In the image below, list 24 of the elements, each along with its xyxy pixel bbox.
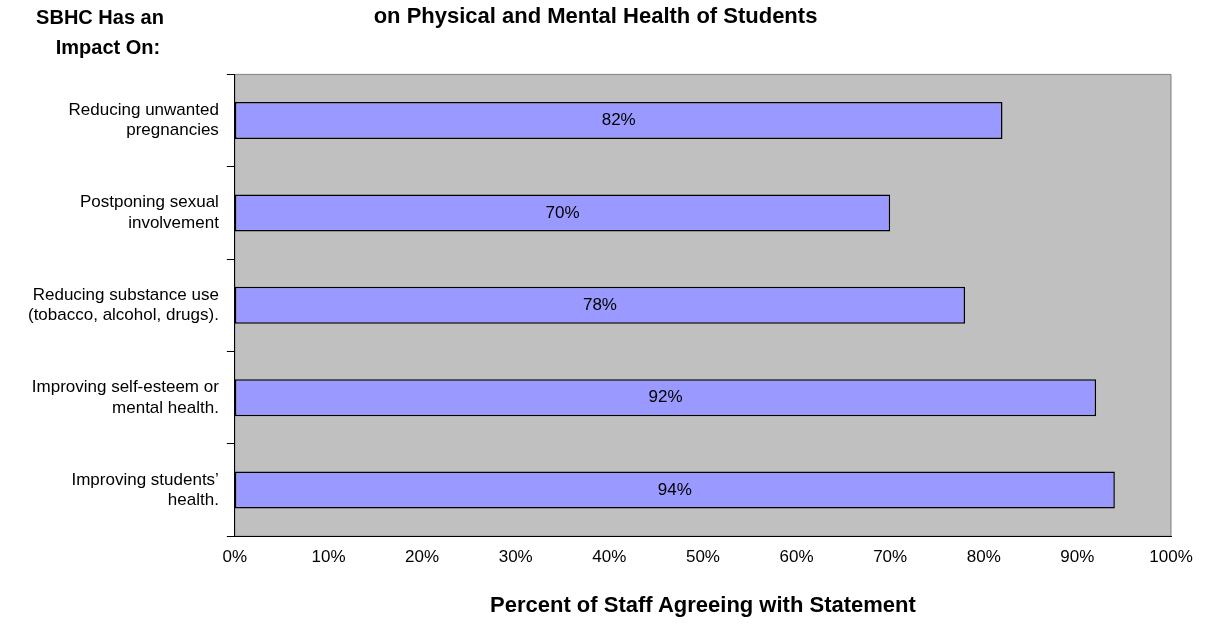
x-tick-label: 0% <box>222 547 248 567</box>
x-tick-label: 20% <box>405 547 440 567</box>
x-tick-label: 80% <box>966 547 1001 567</box>
data-label: 82% <box>601 110 636 130</box>
y-tick-label: Reducing unwanted pregnancies <box>68 100 219 140</box>
y-tick-label: Postponing sexual involvement <box>79 192 220 232</box>
x-tick-label: 40% <box>592 547 627 567</box>
y-tick-label: Reducing substance use (tobacco, alcohol, drugs). <box>27 284 219 325</box>
x-tick-label: 70% <box>873 547 908 567</box>
x-tick-label: 90% <box>1060 547 1095 567</box>
data-label: 78% <box>582 294 617 314</box>
x-tick-label: 30% <box>498 547 533 567</box>
x-tick-label: 10% <box>311 547 346 567</box>
x-tick-label: 60% <box>779 547 814 567</box>
chart-title: on Physical and Mental Health of Students <box>373 3 818 29</box>
x-tick-label: 50% <box>685 547 720 567</box>
x-tick-label: 100% <box>1149 547 1193 567</box>
data-label: 70% <box>545 202 580 222</box>
data-label: 92% <box>648 387 683 407</box>
y-tick-label: Improving students’ health. <box>71 469 219 509</box>
x-axis-title: Percent of Staff Agreeing with Statement <box>490 591 917 617</box>
data-label: 94% <box>657 479 692 499</box>
y-axis-title: SBHC Has an Impact On: <box>36 5 164 58</box>
y-tick-label: Improving self-esteem or mental health. <box>31 377 220 417</box>
